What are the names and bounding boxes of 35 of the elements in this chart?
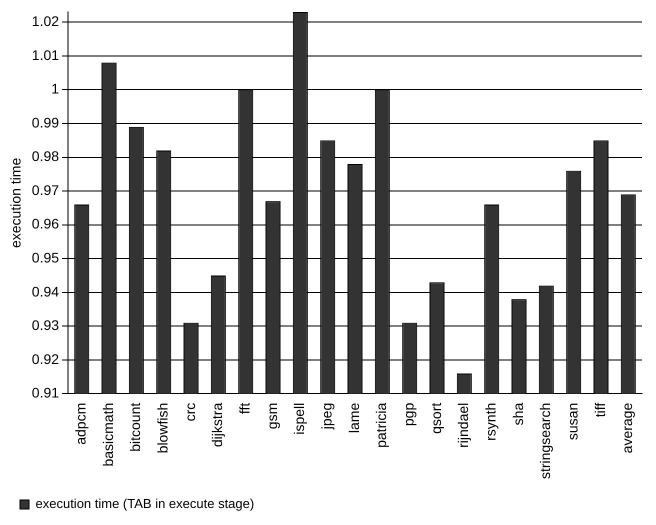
y-tick-label: 0.93 xyxy=(32,317,60,334)
x-tick-label: crc xyxy=(182,402,198,422)
y-tick-label: 0.94 xyxy=(32,283,60,300)
x-tick-label: bitcount xyxy=(127,402,144,452)
y-tick-label: 0.91 xyxy=(32,384,60,401)
y-tick-label: 0.97 xyxy=(32,182,60,198)
y-tick-label: 0.98 xyxy=(32,148,60,164)
x-tick-label: tiff xyxy=(592,402,608,418)
y-tick-label: 1.02 xyxy=(32,12,60,29)
y-tick-label: 1.01 xyxy=(32,46,60,63)
x-tick-label: dijkstra xyxy=(209,402,226,448)
x-tick-label: average xyxy=(619,402,636,454)
y-tick-label: 0.95 xyxy=(32,249,60,266)
x-tick-label: sha xyxy=(510,402,526,426)
y-tick-label: 1 xyxy=(51,80,60,97)
x-tick-label: ispell xyxy=(291,402,308,435)
x-tick-label: susan xyxy=(564,402,581,440)
x-tick-label: jpeg xyxy=(318,402,335,430)
y-tick-label: 0.92 xyxy=(32,350,60,367)
x-tick-label: patricia xyxy=(373,402,390,448)
x-tick-label: qsort xyxy=(428,402,444,434)
y-tick-label: 0.99 xyxy=(32,114,60,130)
y-tick-label: 0.96 xyxy=(32,216,60,232)
x-tick-label: pgp xyxy=(400,402,417,426)
y-axis-title: execution time xyxy=(7,158,24,248)
x-tick-label: fft xyxy=(236,402,253,414)
x-tick-label: stringsearch xyxy=(537,402,554,480)
x-tick-label: rsynth xyxy=(482,402,499,441)
x-tick-label: basicmath xyxy=(100,402,116,467)
legend-label: execution time (TAB in execute stage) xyxy=(36,496,254,512)
x-tick-label: lame xyxy=(346,402,362,434)
x-tick-label: adpcm xyxy=(72,402,89,445)
x-tick-label: rijndael xyxy=(455,402,472,448)
x-tick-label: gsm xyxy=(264,402,280,430)
x-tick-label: blowfish xyxy=(154,402,171,454)
